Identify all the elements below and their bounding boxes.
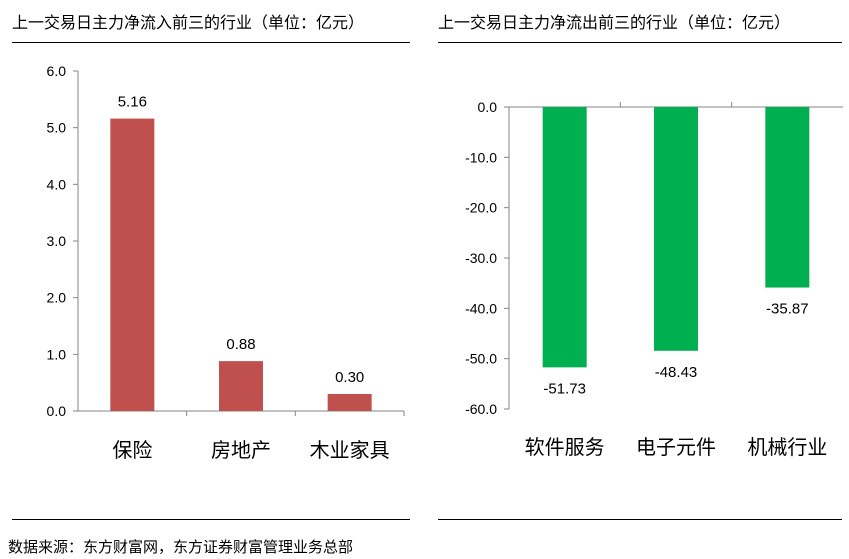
outflow-category-label: 机械行业 <box>747 435 827 459</box>
inflow-category-label: 木业家具 <box>310 438 390 462</box>
outflow-data-label: -35.87 <box>766 301 809 318</box>
outflow-bar-chart: 0.0 -10.0 -20.0 -30.0 -40.0 -50.0 -60.0 -51.73 软… <box>465 99 843 459</box>
inflow-data-label: 5.16 <box>118 94 147 111</box>
outflow-y-tick-label: 0.0 <box>478 99 498 115</box>
outflow-chart-title: 上一交易日主力净流出前三的行业（单位：亿元） <box>438 13 791 32</box>
outflow-bar <box>765 107 810 288</box>
inflow-y-tick-label: 0.0 <box>47 403 67 419</box>
inflow-bar-chart: 6.0 5.0 4.0 3.0 2.0 1.0 0.0 5.16 保险 0.88 房地产 0.30 木业… <box>47 63 405 462</box>
inflow-data-label: 0.30 <box>335 369 364 386</box>
outflow-y-tick-label: -20.0 <box>465 200 497 216</box>
inflow-category-label: 保险 <box>112 438 152 462</box>
inflow-chart-panel: 上一交易日主力净流入前三的行业（单位：亿元） 6.0 5.0 4.0 3.0 2.0 1.… <box>0 0 420 525</box>
inflow-y-tick-label: 6.0 <box>47 63 67 79</box>
outflow-title-rule <box>438 42 842 43</box>
inflow-bottom-rule <box>12 519 410 520</box>
outflow-category-label: 软件服务 <box>525 435 605 459</box>
outflow-y-tick-label: -10.0 <box>465 149 497 165</box>
inflow-data-label: 0.88 <box>226 336 255 353</box>
outflow-y-tick-label: -40.0 <box>465 300 497 316</box>
inflow-y-tick-label: 3.0 <box>47 233 67 249</box>
inflow-y-tick-label: 4.0 <box>47 176 67 192</box>
outflow-bar <box>542 107 587 368</box>
outflow-bottom-rule <box>438 519 842 520</box>
inflow-bar <box>110 118 155 411</box>
inflow-chart-title: 上一交易日主力净流入前三的行业（单位：亿元） <box>12 13 365 32</box>
outflow-y-tick-label: -50.0 <box>465 351 497 367</box>
inflow-title-rule <box>12 42 410 43</box>
inflow-category-label: 房地产 <box>211 438 271 462</box>
outflow-chart-panel: 上一交易日主力净流出前三的行业（单位：亿元） 0.0 -10.0 -20.0 -30.… <box>432 0 849 525</box>
outflow-bar <box>654 107 698 351</box>
inflow-bar <box>327 394 372 411</box>
inflow-bar <box>219 361 263 411</box>
outflow-y-tick-label: -60.0 <box>465 401 497 417</box>
data-source-note: 数据来源：东方财富网，东方证券财富管理业务总部 <box>8 538 354 556</box>
outflow-y-tick-label: -30.0 <box>465 250 497 266</box>
inflow-y-tick-label: 2.0 <box>47 290 67 306</box>
outflow-category-label: 电子元件 <box>636 435 716 459</box>
outflow-data-label: -51.73 <box>543 380 586 397</box>
outflow-data-label: -48.43 <box>655 364 698 381</box>
inflow-y-tick-label: 1.0 <box>47 346 67 362</box>
inflow-y-tick-label: 5.0 <box>47 120 67 136</box>
